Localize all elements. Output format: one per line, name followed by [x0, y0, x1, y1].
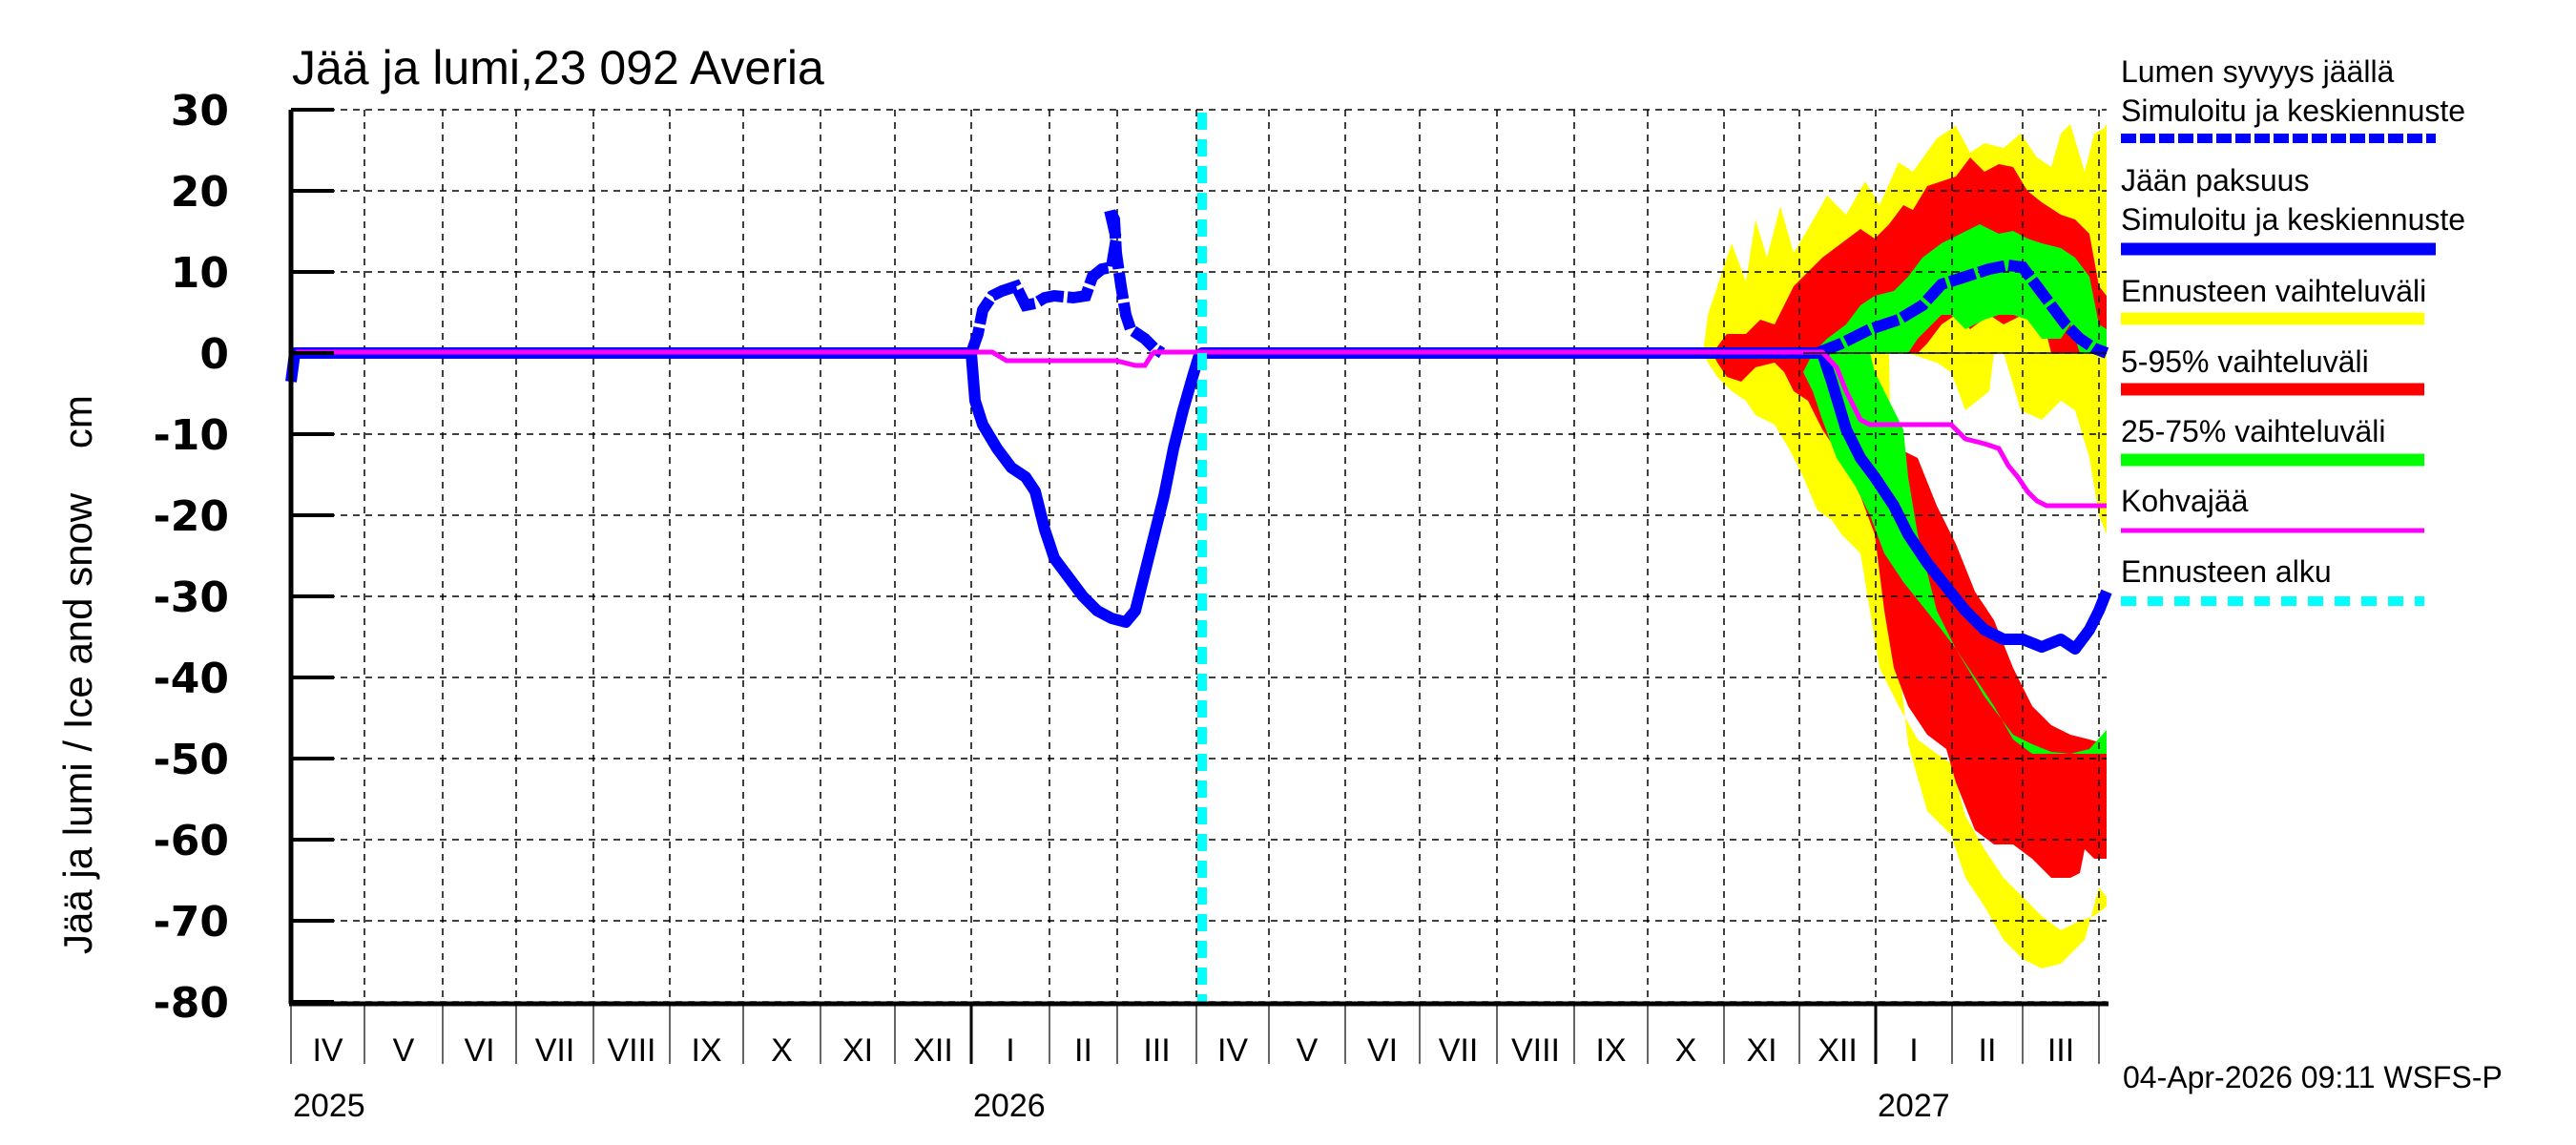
- month-label: I: [1909, 1032, 1918, 1069]
- y-tick: -30: [154, 573, 230, 622]
- month-label: III: [2047, 1032, 2074, 1069]
- forecast-bands: [1703, 124, 2107, 968]
- y-tick: -40: [154, 655, 230, 703]
- legend-slush-label: Kohvajää: [2121, 484, 2249, 518]
- month-label: V: [393, 1032, 415, 1069]
- band-25-75-green: [1803, 224, 2107, 754]
- y-tick-labels: 30 20 10 0 -10 -20 -30 -40 -50 -60 -70 -…: [154, 87, 230, 1028]
- month-label: V: [1297, 1032, 1319, 1069]
- slush-ice-line: [296, 349, 2107, 509]
- year-label-2025: 2025: [293, 1088, 365, 1124]
- y-tick: -50: [154, 736, 230, 784]
- month-label: IX: [1595, 1032, 1626, 1069]
- month-label: II: [1979, 1032, 1997, 1069]
- y-tick: 30: [171, 87, 229, 135]
- month-label: XI: [1746, 1032, 1776, 1069]
- year-label-2026: 2026: [973, 1088, 1046, 1124]
- y-axis-label: Jää ja lumi / Ice and snow cm: [55, 395, 100, 954]
- month-label: VI: [464, 1032, 494, 1069]
- year-label-2027: 2027: [1878, 1088, 1950, 1124]
- month-label: I: [1006, 1032, 1014, 1069]
- y-tick: 0: [199, 330, 229, 379]
- month-label: VI: [1367, 1032, 1398, 1069]
- y-tick: -10: [154, 411, 230, 460]
- month-label: VIII: [607, 1032, 655, 1069]
- legend-snow-label-2: Simuloitu ja keskiennuste: [2121, 94, 2465, 128]
- legend-snow-label-1: Lumen syvyys jäällä: [2121, 54, 2395, 89]
- axes: [288, 108, 2109, 1007]
- legend-ice-label-1: Jään paksuus: [2121, 163, 2309, 198]
- month-label: XI: [842, 1032, 873, 1069]
- y-tick: 10: [171, 249, 229, 298]
- month-label: IX: [691, 1032, 721, 1069]
- month-label: II: [1074, 1032, 1092, 1069]
- month-label: III: [1143, 1032, 1170, 1069]
- legend-p5-95-label: 5-95% vaihteluväli: [2121, 344, 2369, 379]
- month-label: XII: [1818, 1032, 1858, 1069]
- y-tick: -20: [154, 492, 230, 541]
- timestamp: 04-Apr-2026 09:11 WSFS-P: [2123, 1060, 2503, 1094]
- legend-ice-label-2: Simuloitu ja keskiennuste: [2121, 202, 2465, 237]
- x-axis: IV V VI VII VIII IX X XI XII I II III IV V VI VII VIII IX…: [290, 1004, 2100, 1124]
- legend-range-label: Ennusteen vaihteluväli: [2121, 274, 2426, 308]
- snow-depth-forecast-line: [1815, 259, 2109, 359]
- y-tick: -80: [154, 979, 230, 1028]
- y-tick: -70: [154, 898, 230, 947]
- legend-fc-start-label: Ennusteen alku: [2121, 554, 2332, 589]
- month-label: XII: [913, 1032, 953, 1069]
- y-tick: -60: [154, 817, 230, 865]
- month-label: X: [771, 1032, 793, 1069]
- month-label: IV: [312, 1032, 343, 1069]
- month-label: VIII: [1511, 1032, 1560, 1069]
- month-label: VII: [535, 1032, 575, 1069]
- y-tick: 20: [171, 168, 229, 217]
- legend: Lumen syvyys jäällä Simuloitu ja keskien…: [2121, 54, 2465, 606]
- legend-p25-75-label: 25-75% vaihteluväli: [2121, 414, 2386, 448]
- chart-title: Jää ja lumi,23 092 Averia: [292, 41, 824, 94]
- snow-depth-line: [966, 207, 1166, 359]
- month-label: X: [1675, 1032, 1697, 1069]
- month-label: IV: [1217, 1032, 1248, 1069]
- ice-thickness-line: [285, 347, 2112, 655]
- data-lines: [285, 113, 2112, 1002]
- month-label: VII: [1439, 1032, 1479, 1069]
